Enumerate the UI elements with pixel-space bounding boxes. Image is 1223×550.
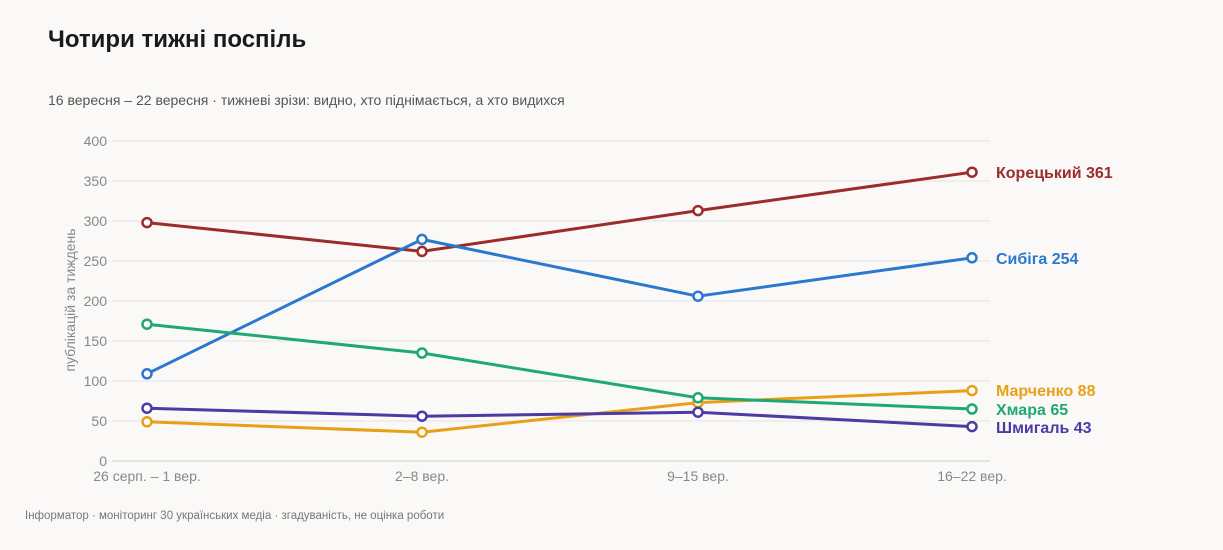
chart-subtitle: 16 вересня – 22 вересня · тижневі зрізи:… (48, 92, 565, 108)
series-line (145, 322, 974, 411)
data-point (141, 402, 153, 414)
data-point (966, 252, 978, 264)
y-tick-label: 100 (84, 373, 108, 389)
series-end-label: Шмигаль 43 (996, 420, 1092, 437)
x-tick-label: 9–15 вер. (667, 468, 729, 484)
data-point (692, 392, 704, 404)
y-tick-label: 350 (84, 173, 108, 189)
chart-title: Чотири тижні поспіль (48, 26, 307, 53)
data-point (966, 420, 978, 433)
data-point (692, 204, 704, 217)
data-point (141, 216, 153, 229)
series-line (145, 170, 974, 253)
y-tick-label: 400 (84, 133, 108, 149)
series-end-label: Марченко 88 (996, 383, 1096, 400)
series-end-label: Хмара 65 (996, 402, 1068, 419)
data-point (966, 166, 978, 178)
y-tick-label: 150 (84, 333, 108, 349)
y-axis-label: публікацій за тиждень (62, 228, 78, 371)
y-tick-label: 0 (99, 453, 107, 469)
series-end-label: Корецький 361 (996, 165, 1113, 182)
data-point (416, 426, 428, 438)
data-point (692, 290, 704, 302)
x-tick-label: 16–22 вер. (937, 468, 1007, 484)
series-line (145, 406, 974, 429)
data-point (966, 403, 978, 415)
data-point (416, 410, 428, 422)
y-tick-label: 200 (84, 293, 108, 309)
data-point (692, 406, 704, 418)
x-tick-label: 2–8 вер. (395, 468, 449, 484)
source-note: Інформатор · моніторинг 30 українських м… (25, 510, 445, 522)
data-point (416, 245, 428, 258)
x-tick-label: 26 серп. – 1 вер. (93, 468, 201, 484)
data-point (141, 416, 153, 428)
series-end-label: Сибіга 254 (996, 251, 1079, 268)
data-point (416, 233, 428, 246)
y-tick-label: 300 (84, 213, 108, 229)
y-tick-label: 250 (84, 253, 108, 269)
series-line (145, 389, 974, 434)
series-line (145, 237, 974, 376)
y-tick-label: 50 (91, 413, 107, 429)
data-point (141, 368, 153, 380)
data-point (966, 384, 978, 397)
data-point (416, 347, 428, 359)
data-point (141, 318, 153, 330)
